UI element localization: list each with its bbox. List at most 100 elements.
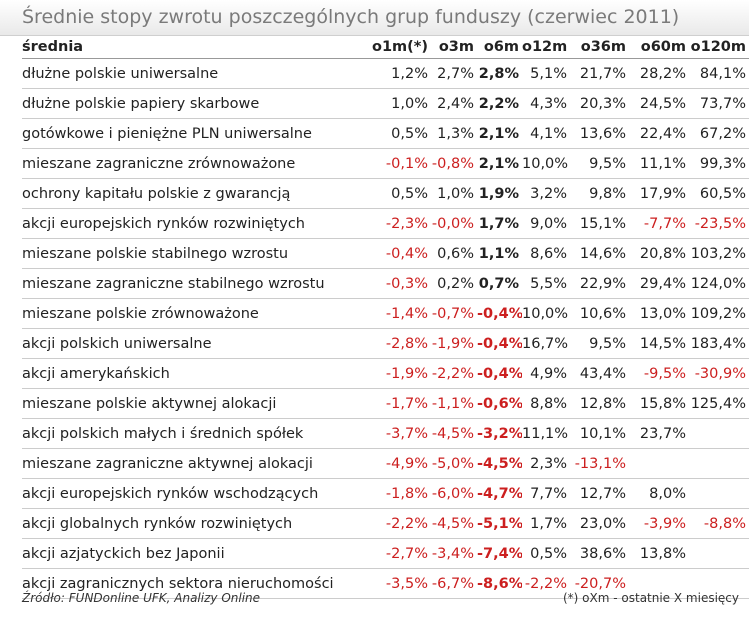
table-row: akcji polskich uniwersalne -2,8% -1,9% -0,4… xyxy=(22,328,749,359)
return-value: 0,7% xyxy=(477,268,522,299)
return-value: -1,4% xyxy=(361,298,431,329)
return-value: 2,8% xyxy=(477,58,522,89)
fund-group-name: akcji globalnych rynków rozwiniętych xyxy=(22,508,361,539)
return-value: 12,8% xyxy=(570,388,629,419)
column-header-o12m: o12m xyxy=(522,36,570,59)
return-value: 13,8% xyxy=(629,538,689,569)
return-value: 28,2% xyxy=(629,58,689,89)
return-value: -1,8% xyxy=(361,478,431,509)
table-row: akcji europejskich rynków wschodzących -1… xyxy=(22,478,749,509)
return-value: -0,4% xyxy=(477,298,522,329)
table-row: ochrony kapitału polskie z gwarancją 0,5%… xyxy=(22,178,749,209)
return-value: 29,4% xyxy=(629,268,689,299)
table-row: mieszane polskie stabilnego wzrostu -0,4%… xyxy=(22,238,749,269)
fund-group-name: akcji polskich uniwersalne xyxy=(22,328,361,359)
column-header-name: średnia xyxy=(22,36,361,59)
return-value: -8,8% xyxy=(689,508,749,539)
return-value: 8,6% xyxy=(522,238,570,269)
return-value: 5,5% xyxy=(522,268,570,299)
return-value: 1,1% xyxy=(477,238,522,269)
return-value: 4,9% xyxy=(522,358,570,389)
return-value: -1,1% xyxy=(431,388,477,419)
header-row: średnia o1m(*) o3m o6m o12m o36m o60m o120m xyxy=(22,36,749,59)
return-value: -4,5% xyxy=(431,508,477,539)
return-value: 1,7% xyxy=(477,208,522,239)
return-value: -23,5% xyxy=(689,208,749,239)
return-value: -6,0% xyxy=(431,478,477,509)
return-value: 0,6% xyxy=(431,238,477,269)
return-value: 38,6% xyxy=(570,538,629,569)
fund-group-name: mieszane polskie aktywnej alokacji xyxy=(22,388,361,419)
table-row: mieszane zagraniczne zrównoważone -0,1% -0… xyxy=(22,148,749,179)
fund-group-name: akcji zagranicznych sektora nieruchomośc… xyxy=(22,568,361,599)
table-row: mieszane zagraniczne stabilnego wzrostu -… xyxy=(22,268,749,299)
table-row: akcji globalnych rynków rozwiniętych -2,2… xyxy=(22,508,749,539)
return-value: 22,4% xyxy=(629,118,689,149)
return-value: -7,4% xyxy=(477,538,522,569)
return-value: -2,7% xyxy=(361,538,431,569)
return-value: 8,8% xyxy=(522,388,570,419)
table-row: mieszane polskie zrównoważone -1,4% -0,7% -… xyxy=(22,298,749,329)
return-value: 7,7% xyxy=(522,478,570,509)
fund-group-name: mieszane polskie stabilnego wzrostu xyxy=(22,238,361,269)
return-value: 23,7% xyxy=(629,418,689,449)
return-value: 9,5% xyxy=(570,148,629,179)
return-value: 183,4% xyxy=(689,328,749,359)
table-row: akcji europejskich rynków rozwiniętych -2… xyxy=(22,208,749,239)
return-value: 11,1% xyxy=(629,148,689,179)
fund-group-name: mieszane zagraniczne zrównoważone xyxy=(22,148,361,179)
return-value: 10,1% xyxy=(570,418,629,449)
fund-group-name: ochrony kapitału polskie z gwarancją xyxy=(22,178,361,209)
return-value: -3,9% xyxy=(629,508,689,539)
table-row: akcji zagranicznych sektora nieruchomośc… xyxy=(22,568,749,599)
return-value: 23,0% xyxy=(570,508,629,539)
return-value: 84,1% xyxy=(689,58,749,89)
return-value: -13,1% xyxy=(570,448,629,479)
return-value: 10,0% xyxy=(522,298,570,329)
return-value: -3,5% xyxy=(361,568,431,599)
return-value: 73,7% xyxy=(689,88,749,119)
return-value: -4,5% xyxy=(431,418,477,449)
return-value: 8,0% xyxy=(629,478,689,509)
return-value xyxy=(689,538,749,569)
return-value: 4,1% xyxy=(522,118,570,149)
return-value: 13,6% xyxy=(570,118,629,149)
return-value: -0,6% xyxy=(477,388,522,419)
fund-group-name: dłużne polskie papiery skarbowe xyxy=(22,88,361,119)
return-value: 5,1% xyxy=(522,58,570,89)
return-value: 9,5% xyxy=(570,328,629,359)
return-value: -0,4% xyxy=(361,238,431,269)
return-value: 24,5% xyxy=(629,88,689,119)
return-value: 2,2% xyxy=(477,88,522,119)
return-value: -3,2% xyxy=(477,418,522,449)
return-value: 2,7% xyxy=(431,58,477,89)
return-value: 2,1% xyxy=(477,118,522,149)
return-value: -3,4% xyxy=(431,538,477,569)
return-value: -0,4% xyxy=(477,328,522,359)
return-value: 99,3% xyxy=(689,148,749,179)
return-value: 125,4% xyxy=(689,388,749,419)
return-value: -30,9% xyxy=(689,358,749,389)
return-value: -0,0% xyxy=(431,208,477,239)
fund-group-name: mieszane polskie zrównoważone xyxy=(22,298,361,329)
return-value: 0,5% xyxy=(361,118,431,149)
return-value: -2,2% xyxy=(522,568,570,599)
return-value: 43,4% xyxy=(570,358,629,389)
return-value xyxy=(689,568,749,599)
return-value: 9,8% xyxy=(570,178,629,209)
column-header-o6m: o6m xyxy=(477,36,522,59)
return-value: 1,2% xyxy=(361,58,431,89)
return-value: 12,7% xyxy=(570,478,629,509)
column-header-o36m: o36m xyxy=(570,36,629,59)
return-value xyxy=(689,418,749,449)
title-bar: Średnie stopy zwrotu poszczególnych grup… xyxy=(0,0,749,36)
table-row: dłużne polskie uniwersalne 1,2% 2,7% 2,8% 5,… xyxy=(22,58,749,89)
return-value: 1,3% xyxy=(431,118,477,149)
return-value: 0,5% xyxy=(361,178,431,209)
return-value: -2,2% xyxy=(361,508,431,539)
return-value: -0,4% xyxy=(477,358,522,389)
table-title: Średnie stopy zwrotu poszczególnych grup… xyxy=(22,6,680,28)
table-row: mieszane zagraniczne aktywnej alokacji -4… xyxy=(22,448,749,479)
return-value: 1,9% xyxy=(477,178,522,209)
fund-group-name: dłużne polskie uniwersalne xyxy=(22,58,361,89)
